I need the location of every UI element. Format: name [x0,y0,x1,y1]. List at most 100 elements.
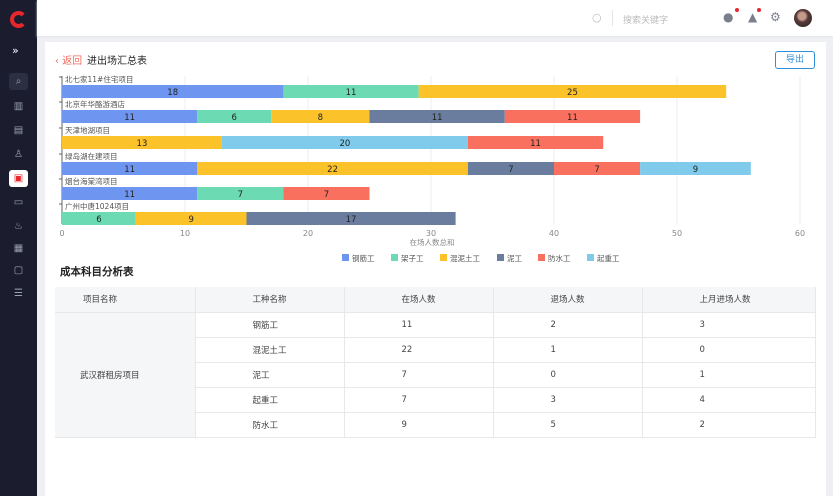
x-tick-label: 10 [180,229,190,238]
table-cell: 1 [642,362,816,388]
x-axis-label: 在场人数总和 [410,237,455,247]
legend-label: 防水工 [548,253,571,263]
chat-icon[interactable]: ▢ [13,265,24,276]
top-header [37,0,833,36]
table-row: 武汉群租房项目 钢筋工 11 2 3 [55,312,816,438]
bell-badge [757,8,761,12]
data-label: 7 [594,165,599,175]
table-cell: 1 [493,337,643,363]
col-header: 项目名称 [55,287,196,313]
data-label: 13 [137,139,148,149]
export-button[interactable]: 导出 [775,51,815,69]
project-cell: 武汉群租房项目 [55,312,196,438]
table-cell: 22 [344,337,494,363]
data-label: 8 [318,113,323,123]
col-header: 在场人数 [344,287,494,313]
avatar[interactable] [794,9,812,27]
bar-segment-架子工 [283,85,419,98]
legend-label: 架子工 [401,254,424,263]
legend-label: 起重工 [597,254,620,263]
data-label: 9 [693,165,698,175]
bar-segment-泥工 [467,162,554,175]
table-cell: 混泥土工 [195,337,345,363]
settings-sliders-icon[interactable]: ☰ [14,288,23,299]
bell-icon[interactable]: ▲ [748,10,758,24]
table-row: 起重工 7 3 4 [55,387,816,413]
bar-segment-钢筋工 [62,162,198,175]
bar-segment-混泥土工 [418,85,727,98]
search-icon[interactable]: ⌕ [9,73,28,90]
table-row: 泥工 7 0 1 [55,362,816,388]
bar-segment-钢筋工 [62,85,284,98]
document-icon[interactable]: ▤ [13,125,24,136]
table-cell: 2 [642,412,816,438]
x-tick-label: 40 [549,229,559,238]
legend-swatch [391,254,398,261]
search-icon[interactable]: ○ [592,11,602,24]
building-icon[interactable]: ▥ [13,101,24,112]
data-label: 7 [324,190,329,200]
data-label: 6 [96,215,101,225]
message-icon[interactable]: ● [723,10,734,24]
bar-segment-钢筋工 [62,110,198,123]
col-header: 退场人数 [493,287,643,313]
data-label: 11 [432,113,443,123]
expand-icon[interactable]: » [12,44,19,57]
bar-segment-防水工 [554,162,641,175]
table-cell: 11 [344,312,494,338]
data-label: 18 [167,88,178,98]
table-cell: 9 [344,412,494,438]
table-cell: 钢筋工 [195,312,345,338]
data-label: 11 [124,113,135,123]
sidebar: » ⌕ ▥ ▤ ♙ ▣ ▭ ♨ ▦ ▢ ☰ [0,0,37,496]
category-label: 北京年华酪游酒店 [65,99,125,109]
legend-swatch [587,254,594,261]
x-tick-label: 20 [303,229,313,238]
legend-label: 钢筋工 [352,253,375,263]
back-link[interactable]: ‹ 返回 [55,56,83,67]
x-tick-label: 0 [59,229,64,238]
bar-segment-泥工 [369,110,505,123]
data-label: 6 [231,113,236,123]
table-cell: 2 [493,312,643,338]
search-input[interactable]: 搜索关键字 [623,16,669,26]
bar-segment-架子工 [197,110,272,123]
stamp-icon[interactable]: ♙ [14,149,23,160]
stacked-bar-chart: 0 10 20 30 40 50 60 在场人数总和 北七家11#住宅项目 18 11 25 北京年华酪… [59,74,805,263]
bar-segment-起重工 [640,162,751,175]
legend-swatch [497,254,504,261]
bar-segment-混泥土工 [135,212,247,225]
x-tick-label: 50 [672,229,682,238]
table-cell: 4 [642,387,816,413]
category-label: 绿岛湖在建项目 [65,151,118,161]
bar-segment-防水工 [504,110,641,123]
table-cell: 0 [642,337,816,363]
calendar-icon[interactable]: ▦ [13,243,24,254]
gear-icon[interactable]: ⚙ [770,10,781,24]
x-tick-label: 60 [795,229,805,238]
data-label: 11 [346,88,357,98]
report-icon[interactable]: ▣ [9,170,28,187]
data-label: 11 [530,139,541,149]
folder-icon[interactable]: ▭ [13,197,24,208]
legend-swatch [538,254,545,261]
data-label: 7 [238,190,243,200]
divider [612,10,613,26]
table-cell: 3 [493,387,643,413]
bar-segment-架子工 [197,187,284,200]
category-label: 天津地湖项目 [65,125,110,135]
legend-label: 泥工 [507,254,522,263]
category-label: 烟台海棠湾项目 [65,176,118,186]
col-header: 上月进场人数 [642,287,816,313]
fire-icon[interactable]: ♨ [14,221,23,232]
table-cell: 泥工 [195,362,345,388]
table-row: 混泥土工 22 1 0 [55,337,816,363]
section-title: 成本科目分析表 [60,266,134,278]
bar-segment-防水工 [467,136,604,149]
data-label: 11 [124,190,135,200]
logo [10,11,27,28]
data-label: 11 [124,165,135,175]
legend-label: 混泥土工 [450,253,480,263]
table-cell: 7 [344,362,494,388]
table-cell: 7 [344,387,494,413]
